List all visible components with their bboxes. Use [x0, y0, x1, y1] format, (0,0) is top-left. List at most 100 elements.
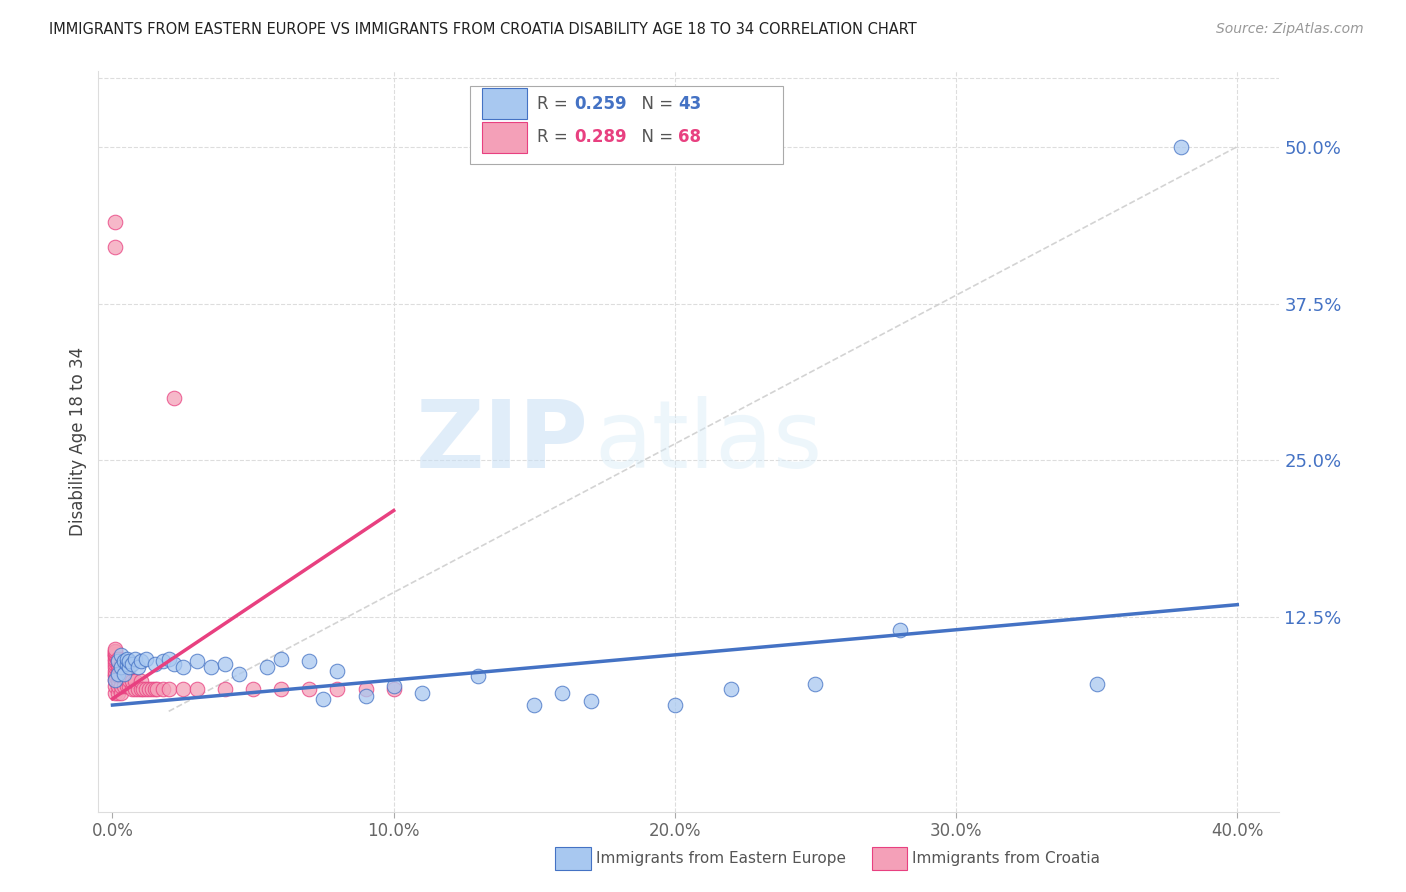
- Text: ZIP: ZIP: [416, 395, 589, 488]
- Point: [107, 666, 129, 681]
- Point: [118, 679, 141, 693]
- Point: [115, 657, 138, 671]
- Point: [127, 660, 149, 674]
- Point: [107, 669, 129, 683]
- Point: [107, 651, 129, 665]
- Point: [104, 673, 127, 687]
- Point: [551, 685, 574, 699]
- Point: [354, 681, 377, 696]
- Point: [138, 681, 160, 696]
- Point: [152, 681, 174, 696]
- Point: [214, 681, 236, 696]
- Point: [104, 664, 127, 678]
- Point: [121, 657, 143, 671]
- Point: [104, 654, 127, 668]
- Point: [135, 681, 157, 696]
- Point: [115, 666, 138, 681]
- Point: [163, 391, 186, 405]
- Point: [110, 657, 132, 671]
- Point: [118, 660, 141, 674]
- Point: [214, 657, 236, 671]
- Point: [115, 660, 138, 674]
- Point: [326, 664, 349, 678]
- Point: [135, 651, 157, 665]
- Point: [270, 651, 292, 665]
- Point: [121, 674, 143, 689]
- Point: [118, 673, 141, 687]
- Text: 68: 68: [678, 128, 702, 146]
- Text: R =: R =: [537, 95, 572, 113]
- Point: [104, 669, 127, 683]
- Point: [121, 681, 143, 696]
- Point: [152, 654, 174, 668]
- Point: [112, 654, 135, 668]
- Point: [146, 681, 169, 696]
- Point: [104, 649, 127, 664]
- Point: [104, 215, 127, 229]
- Text: N =: N =: [631, 95, 679, 113]
- Point: [104, 647, 127, 661]
- Point: [157, 681, 180, 696]
- Point: [104, 240, 127, 254]
- Point: [141, 681, 163, 696]
- FancyBboxPatch shape: [471, 87, 783, 164]
- Point: [110, 669, 132, 683]
- Point: [720, 681, 742, 696]
- Point: [411, 685, 433, 699]
- Text: R =: R =: [537, 128, 572, 146]
- Point: [104, 679, 127, 693]
- Point: [579, 694, 602, 708]
- Point: [298, 681, 321, 696]
- Point: [110, 660, 132, 674]
- Point: [110, 679, 132, 693]
- Point: [112, 679, 135, 693]
- Text: Immigrants from Croatia: Immigrants from Croatia: [912, 851, 1101, 866]
- Point: [326, 681, 349, 696]
- Text: 43: 43: [678, 95, 702, 113]
- Point: [107, 673, 129, 687]
- Point: [124, 681, 146, 696]
- Point: [104, 660, 127, 674]
- Bar: [482, 88, 527, 120]
- Point: [163, 657, 186, 671]
- Point: [1085, 677, 1108, 691]
- Point: [107, 685, 129, 699]
- Point: [107, 657, 129, 671]
- Point: [107, 679, 129, 693]
- Point: [256, 660, 278, 674]
- Point: [143, 657, 166, 671]
- Point: [312, 691, 335, 706]
- Point: [127, 681, 149, 696]
- Point: [664, 698, 686, 712]
- Point: [107, 654, 129, 668]
- Point: [107, 660, 129, 674]
- Point: [298, 654, 321, 668]
- Point: [124, 651, 146, 665]
- Point: [186, 681, 208, 696]
- Point: [104, 645, 127, 659]
- Text: Immigrants from Eastern Europe: Immigrants from Eastern Europe: [596, 851, 846, 866]
- Point: [467, 669, 489, 683]
- Text: 0.289: 0.289: [575, 128, 627, 146]
- Point: [104, 648, 127, 662]
- Point: [132, 681, 155, 696]
- Point: [112, 669, 135, 683]
- Point: [523, 698, 546, 712]
- Point: [110, 660, 132, 674]
- Text: Source: ZipAtlas.com: Source: ZipAtlas.com: [1216, 22, 1364, 37]
- Point: [110, 685, 132, 699]
- Point: [143, 681, 166, 696]
- Text: IMMIGRANTS FROM EASTERN EUROPE VS IMMIGRANTS FROM CROATIA DISABILITY AGE 18 TO 3: IMMIGRANTS FROM EASTERN EUROPE VS IMMIGR…: [49, 22, 917, 37]
- Point: [129, 681, 152, 696]
- Point: [172, 681, 194, 696]
- Point: [129, 674, 152, 689]
- Point: [107, 664, 129, 678]
- Point: [115, 673, 138, 687]
- Point: [157, 651, 180, 665]
- Point: [104, 651, 127, 665]
- Point: [107, 654, 129, 668]
- Point: [104, 641, 127, 656]
- Point: [118, 654, 141, 668]
- Point: [124, 674, 146, 689]
- Point: [115, 651, 138, 665]
